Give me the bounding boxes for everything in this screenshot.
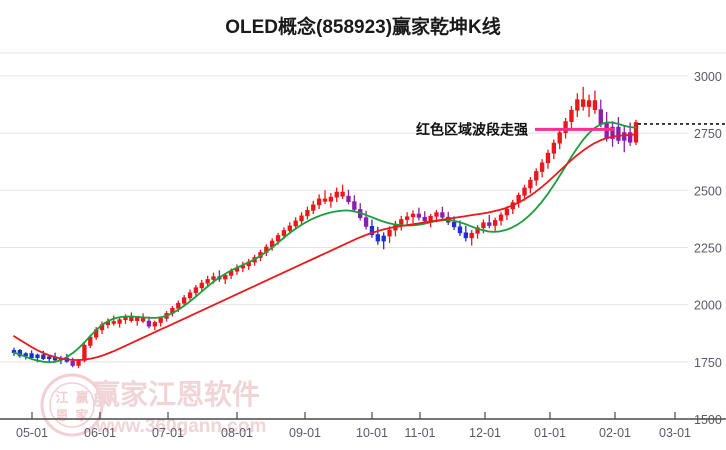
candlestick	[11, 347, 17, 356]
candlestick	[469, 230, 474, 246]
seal-char-3: 恩	[55, 408, 68, 423]
candlestick	[299, 212, 304, 225]
candlestick	[575, 93, 580, 118]
candlestick	[152, 320, 157, 331]
candlestick	[510, 199, 515, 215]
candlestick	[340, 184, 345, 199]
annotation-group: 红色区域波段走强	[416, 121, 614, 137]
x-tick-label: 06-01	[84, 426, 116, 440]
seal-char-1: 江	[55, 390, 68, 405]
candlestick	[410, 210, 416, 224]
candlestick	[205, 275, 210, 287]
candlestick	[440, 206, 445, 220]
x-tick-label: 09-01	[289, 426, 321, 440]
candlestick	[170, 305, 175, 317]
candlestick	[528, 176, 533, 194]
candlestick	[493, 217, 498, 231]
y-tick-label: 2250	[694, 241, 722, 255]
candlestick	[463, 225, 468, 242]
candlestick	[539, 159, 545, 178]
x-axis-labels: 05-01 06-01 07-01 08-01 09-01 10-01 11-01 12-01…	[16, 426, 691, 440]
candlestick	[399, 215, 404, 231]
candlestick	[311, 200, 316, 215]
candlestick	[487, 214, 492, 229]
watermark-group: 江 赢 恩 家 赢家江恩软件 www.360gann.com	[40, 373, 266, 437]
candlestick	[404, 212, 410, 226]
page-title: OLED概念(858923)赢家乾坤K线	[225, 17, 501, 38]
x-tick-label: 07-01	[152, 426, 184, 440]
candlestick	[592, 90, 598, 114]
y-tick-label: 3000	[694, 70, 722, 84]
candlestick	[322, 190, 328, 204]
candlestick	[328, 192, 334, 208]
y-tick-label: 1750	[694, 356, 722, 370]
candlestick	[363, 210, 369, 230]
candlestick	[234, 264, 240, 275]
x-tick-label: 11-01	[404, 426, 435, 440]
ma-line-MA-slow	[13, 133, 637, 361]
candlestick	[293, 217, 298, 230]
candlestick	[129, 312, 134, 323]
candlestick	[581, 86, 586, 111]
candlestick	[375, 226, 380, 245]
candlestick	[534, 168, 539, 186]
candlestick	[516, 192, 521, 208]
candlestick	[305, 206, 310, 220]
candlestick	[117, 317, 122, 328]
x-tick-label: 01-01	[534, 426, 566, 440]
watermark-brand: 赢家江恩软件	[92, 378, 260, 410]
candlestick	[240, 261, 246, 273]
watermark-url: www.360gann.com	[95, 416, 266, 437]
candlestick	[475, 225, 480, 239]
candlestick	[586, 94, 592, 118]
y-axis-labels: 3000 2750 2500 2250 2000 1750 1500	[694, 70, 722, 427]
x-axis-ticks	[31, 412, 676, 419]
candlestick	[393, 220, 398, 237]
seal-char-4: 家	[75, 408, 89, 423]
candlestick	[545, 149, 551, 169]
candlestick	[193, 284, 199, 297]
candlestick	[352, 195, 357, 213]
candlestick	[346, 189, 351, 205]
seal-char-2: 赢	[75, 390, 88, 405]
ma-line-MA-fast	[13, 121, 637, 364]
x-tick-label: 10-01	[356, 426, 388, 440]
candlestick	[369, 219, 375, 238]
y-tick-label: 2500	[694, 184, 722, 198]
y-tick-label: 2750	[694, 127, 722, 141]
candlestick	[158, 316, 163, 327]
candlestick	[334, 187, 339, 203]
moving-average-lines	[13, 121, 637, 364]
candlestick	[610, 121, 615, 147]
watermark-seal-icon: 江 赢 恩 家	[40, 373, 104, 437]
candlestick	[29, 350, 34, 360]
candlestick	[551, 139, 557, 160]
candlestick	[498, 212, 504, 226]
x-tick-label: 02-01	[599, 426, 631, 440]
y-tick-label: 1500	[694, 413, 722, 427]
candlestick	[416, 207, 422, 221]
candlestick	[569, 106, 574, 129]
y-tick-label: 2000	[694, 299, 722, 313]
candlestick	[557, 128, 562, 150]
candlestick	[522, 184, 527, 201]
candlestick	[381, 232, 386, 250]
candlestick	[187, 289, 193, 302]
candlestick	[387, 226, 392, 243]
candlestick	[622, 126, 627, 153]
x-tick-label: 05-01	[16, 426, 48, 440]
annotation-label: 红色区域波段走强	[416, 121, 528, 137]
candlestick	[316, 194, 322, 210]
x-tick-label: 12-01	[469, 426, 501, 440]
candlestick	[111, 315, 116, 326]
x-tick-label: 08-01	[221, 426, 253, 440]
candlestick	[246, 258, 251, 270]
x-tick-label: 03-01	[659, 426, 691, 440]
candlestick	[199, 279, 204, 292]
candlestick	[633, 119, 639, 145]
candlestick	[616, 117, 621, 145]
candlestick	[182, 295, 187, 307]
